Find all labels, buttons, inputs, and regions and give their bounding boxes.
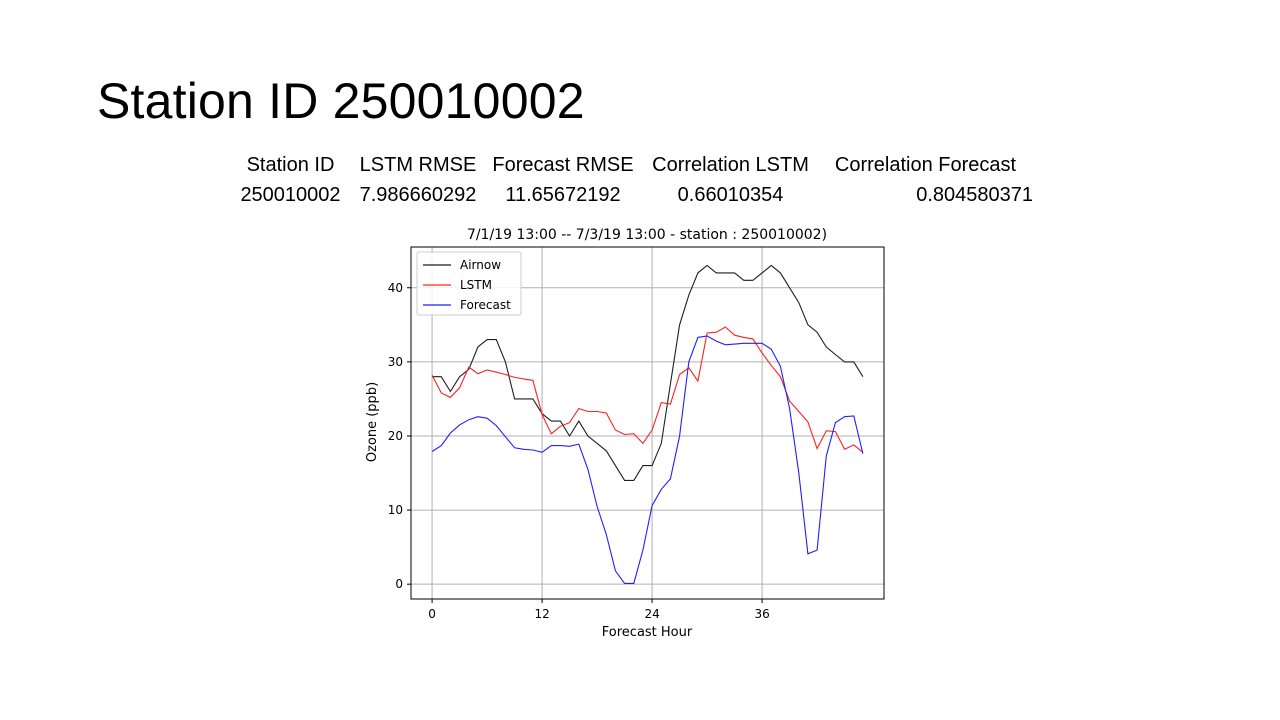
legend-box bbox=[416, 251, 522, 316]
header-lstm-rmse: LSTM RMSE bbox=[359, 153, 477, 176]
chart-legend: Airnow LSTM Forecast bbox=[416, 251, 522, 316]
value-lstm-rmse: 7.986660292 bbox=[359, 183, 477, 206]
x-tick-label: 0 bbox=[428, 607, 436, 621]
legend-label: LSTM bbox=[460, 278, 492, 292]
series-lines bbox=[431, 264, 864, 584]
y-tick-label: 10 bbox=[388, 503, 403, 517]
header-station-id: Station ID bbox=[246, 153, 335, 176]
y-tick-label: 0 bbox=[395, 577, 403, 591]
grid-lines bbox=[411, 247, 884, 599]
x-axis-label: Forecast Hour bbox=[602, 625, 693, 640]
series-line-airnow bbox=[432, 264, 864, 481]
y-axis-label: Ozone (ppb) bbox=[365, 382, 380, 462]
ozone-line-chart: 7/1/19 13:00 -- 7/3/19 13:00 - station :… bbox=[365, 227, 885, 640]
stats-data-row: 250010002 7.986660292 11.65672192 0.6601… bbox=[228, 180, 1033, 210]
header-correlation-lstm: Correlation LSTM bbox=[652, 153, 809, 176]
legend-label: Airnow bbox=[460, 258, 501, 272]
x-tick-label: 24 bbox=[644, 607, 659, 621]
value-correlation-forecast: 0.804580371 bbox=[916, 183, 1033, 206]
stats-header-row: Station ID LSTM RMSE Forecast RMSE Corre… bbox=[228, 150, 1033, 180]
axis-ticks: 0 12 24 36 0 10 20 30 40 bbox=[388, 281, 770, 621]
plot-frame bbox=[410, 246, 885, 600]
header-correlation-forecast: Correlation Forecast bbox=[834, 153, 1017, 176]
value-correlation-lstm: 0.66010354 bbox=[677, 183, 784, 206]
chart-title: 7/1/19 13:00 -- 7/3/19 13:00 - station :… bbox=[467, 227, 827, 243]
series-line-lstm bbox=[431, 326, 864, 453]
series-line-forecast bbox=[431, 335, 864, 584]
value-station-id: 250010002 bbox=[240, 183, 341, 206]
x-tick-label: 12 bbox=[534, 607, 549, 621]
legend-label: Forecast bbox=[460, 298, 511, 312]
slide-title: Station ID 250010002 bbox=[97, 73, 585, 129]
y-tick-label: 30 bbox=[388, 355, 403, 369]
value-forecast-rmse: 11.65672192 bbox=[505, 183, 621, 206]
header-forecast-rmse: Forecast RMSE bbox=[492, 153, 634, 176]
y-tick-label: 20 bbox=[388, 429, 403, 443]
y-tick-label: 40 bbox=[388, 281, 403, 295]
stats-table: Station ID LSTM RMSE Forecast RMSE Corre… bbox=[228, 150, 1033, 210]
x-tick-label: 36 bbox=[754, 607, 769, 621]
